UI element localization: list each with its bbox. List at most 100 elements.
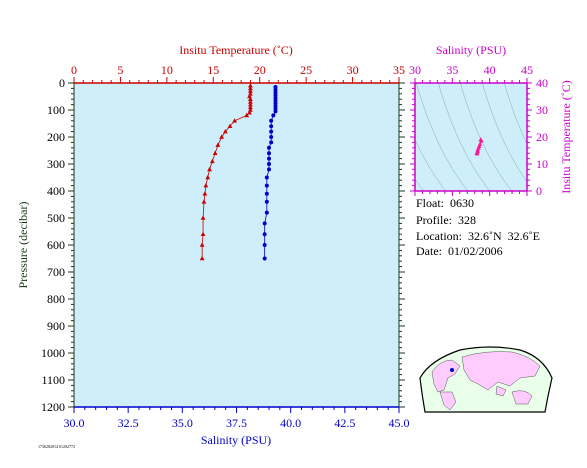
float-location-marker — [450, 368, 454, 372]
salinity-point — [264, 191, 269, 196]
map-asia — [461, 351, 541, 391]
temperature-tick-label: 25 — [300, 63, 312, 77]
temperature-point — [207, 166, 212, 172]
profile-date: Date: 01/02/2006 — [416, 244, 503, 258]
temperature-point — [199, 255, 205, 261]
ts-salinity-tick-label: 35 — [446, 63, 458, 77]
temperature-point — [247, 110, 252, 115]
pressure-tick-label: 400 — [47, 184, 65, 198]
profile-plot: 0 5 10 15 20 25 30 35 30.0 32.5 35.0 37.5 40.0 42.5 45… — [16, 43, 410, 447]
ts-inset-frame — [414, 82, 528, 192]
ts-point — [479, 138, 484, 143]
salinity-tick-label: 45.0 — [389, 416, 410, 430]
float-location: Location: 32.6˚N 32.6˚E — [416, 229, 540, 243]
temperature-tick-label: 15 — [207, 63, 219, 77]
map-southern-africa — [439, 391, 457, 411]
footer-stamp: 1736282014 01202772 — [38, 444, 75, 449]
salinity-point — [267, 151, 271, 156]
temperature-point — [201, 199, 207, 204]
salinity-point — [262, 221, 267, 226]
salinity-point — [264, 175, 269, 180]
temperature-tick-label: 20 — [254, 63, 266, 77]
temperature-tick-label: 35 — [393, 63, 405, 77]
temperature-point — [248, 104, 253, 110]
salinity-tick-label: 35.0 — [172, 416, 193, 430]
density-contour-line — [526, 83, 527, 87]
pressure-tick-label: 1100 — [41, 373, 65, 387]
temperature-tick-label: 30 — [347, 63, 359, 77]
density-contour-line — [482, 83, 527, 183]
ts-inset-temperature-label: Insitu Temperature (˚C) — [559, 80, 573, 194]
temperature-point — [200, 231, 206, 236]
temperature-point — [209, 158, 215, 164]
salinity-point — [262, 256, 267, 261]
temperature-tick-label: 5 — [117, 63, 123, 77]
temperature-point — [199, 242, 205, 247]
pressure-tick-label: 900 — [47, 319, 65, 333]
temperature-point — [248, 83, 253, 88]
salinity-point — [264, 210, 269, 215]
salinity-point — [267, 162, 271, 166]
salinity-point — [267, 145, 271, 150]
world-map — [419, 346, 553, 413]
salinity-point — [267, 156, 271, 161]
temperature-point — [215, 142, 221, 147]
ts-temperature-tick-label: 30 — [536, 103, 548, 117]
salinity-tick-label: 32.5 — [118, 416, 139, 430]
ts-inset-salinity-label: Salinity (PSU) — [436, 43, 506, 57]
salinity-point — [269, 140, 274, 145]
temperature-point — [248, 96, 253, 101]
salinity-point — [267, 167, 271, 172]
salinity-point — [264, 199, 269, 204]
temperature-point — [232, 118, 238, 123]
temperature-point — [222, 129, 228, 134]
temperature-axis-label: Insitu Temperature (˚C) — [179, 43, 293, 57]
salinity-point — [269, 129, 274, 134]
pressure-tick-label: 100 — [47, 103, 65, 117]
pressure-tick-label: 500 — [47, 211, 65, 225]
temperature-point — [248, 88, 253, 93]
temperature-point — [219, 134, 225, 139]
density-contour-line — [438, 83, 491, 191]
temperature-point — [248, 85, 253, 91]
temperature-point — [244, 112, 250, 118]
map-australia — [511, 390, 533, 405]
pressure-tick-label: 300 — [47, 157, 65, 171]
map-europe-africa — [431, 359, 461, 393]
temperature-point — [248, 99, 253, 104]
temperature-point — [203, 183, 209, 188]
ts-temperature-tick-label: 40 — [536, 76, 548, 90]
salinity-tick-label: 37.5 — [226, 416, 247, 430]
temperature-point — [205, 174, 211, 180]
pressure-tick-label: 600 — [47, 238, 65, 252]
salinity-tick-label: 42.5 — [334, 416, 355, 430]
salinity-point — [264, 183, 269, 188]
temperature-tick-label: 0 — [71, 63, 77, 77]
salinity-point — [271, 113, 276, 118]
salinity-tick-label: 40.0 — [280, 416, 301, 430]
salinity-point — [269, 135, 274, 139]
salinity-point — [262, 232, 267, 237]
float-id: Float: 0630 — [416, 196, 475, 210]
density-contour-line — [460, 83, 513, 191]
density-contour-line — [416, 83, 469, 191]
pressure-axis-label: Pressure (decibar) — [16, 202, 30, 289]
temperature-point — [248, 102, 253, 107]
map-indonesia — [495, 385, 507, 397]
ts-salinity-tick-label: 40 — [484, 63, 496, 77]
temperature-point — [202, 191, 208, 196]
profile-number: Profile: 328 — [416, 213, 476, 227]
temperature-tick-label: 10 — [161, 63, 173, 77]
salinity-axis-label: Salinity (PSU) — [201, 433, 271, 447]
ts-temperature-tick-label: 10 — [536, 157, 548, 171]
ts-temperature-tick-label: 20 — [536, 130, 548, 144]
ts-point — [474, 151, 480, 156]
density-contour-line — [504, 83, 527, 145]
profile-plot-ticks: 0 5 10 15 20 25 30 35 30.0 32.5 35.0 37.5 40.0 42.5 45… — [41, 63, 410, 430]
temperature-point — [212, 150, 218, 155]
profile-plot-series — [199, 83, 278, 261]
salinity-point — [273, 109, 278, 114]
pressure-tick-label: 1000 — [41, 346, 65, 360]
